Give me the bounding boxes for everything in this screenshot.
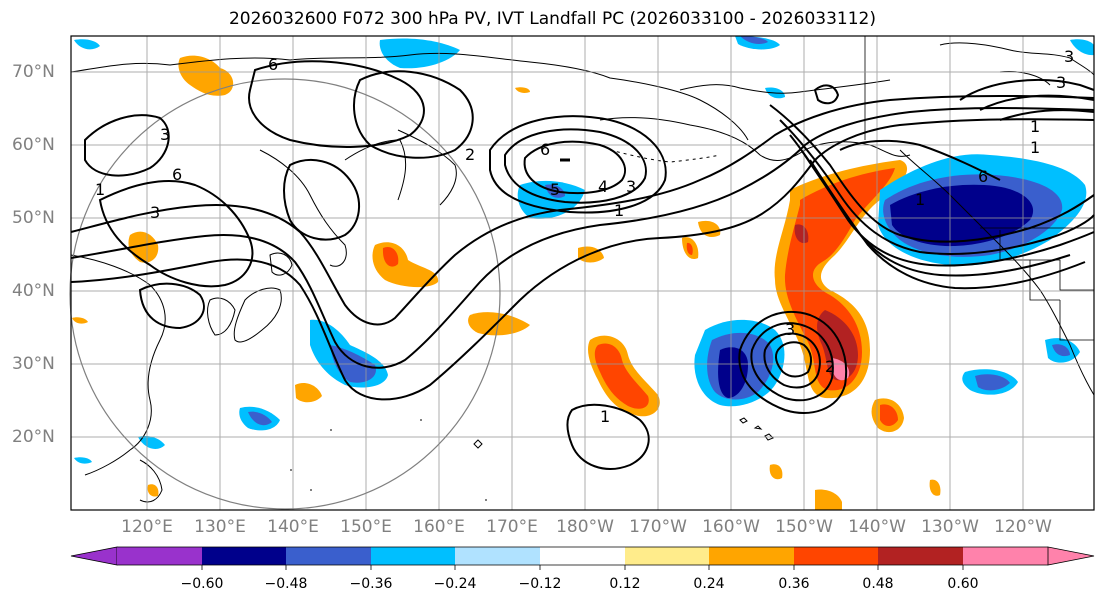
colorbar-tick-label: −0.24 [433,576,477,592]
lon-label: 140°E [267,517,319,537]
colorbar-tick-label: −0.60 [180,576,224,592]
contour-label: 3 [1064,47,1074,66]
lon-label: 160°W [702,517,760,537]
colorbar-tick-label: −0.12 [518,576,562,592]
contour-labels: 3 6 3 1 6 5 4 3 1 6 1 3 1 6 2 3 1 1 3 2 [95,47,1074,426]
contour-label: 2 [465,145,475,164]
lat-label-30n: 30°N [12,354,55,374]
lon-label: 120°W [994,517,1052,537]
contour-label: 1 [95,180,105,199]
contour-label: 3 [785,320,795,339]
contour-label: 1 [614,201,624,220]
contour-label: 3 [150,203,160,222]
contour-label: 6 [978,167,988,186]
colorbar-tick-label: 0.36 [778,576,810,592]
colorbar-tick-label: −0.48 [264,576,308,592]
graticule [71,36,1094,510]
lon-label: 160°E [413,517,465,537]
pv-contours [70,60,1095,470]
lon-label: 140°W [848,517,906,537]
contour-label: 1 [1030,138,1040,157]
range-circle [69,78,501,510]
contour-label: 6 [172,165,182,184]
contour-label: 4 [598,177,608,196]
contour-label: 2 [825,357,835,376]
colorbar-tick-label: 0.60 [947,576,979,592]
colorbar-tick-label: 0.12 [609,576,641,592]
lon-label: 130°W [921,517,979,537]
lon-label: 170°W [629,517,687,537]
colorbar-tick-label: 0.24 [693,576,725,592]
contour-label: 1 [915,190,925,209]
contour-label: 6 [540,140,550,159]
lat-label-70n: 70°N [12,62,55,82]
contour-label: 3 [160,125,170,144]
lon-label: 180°W [556,517,614,537]
colorbar-tick-label: −0.36 [349,576,393,592]
lon-label: 120°E [121,517,173,537]
lon-label: 150°E [340,517,392,537]
contour-label: 1 [1030,117,1040,136]
colorbar [70,546,1095,570]
contour-label: 5 [550,180,560,199]
map-title: 2026032600 F072 300 hPa PV, IVT Landfall… [228,9,876,29]
colorbar-tick-label: 0.48 [862,576,894,592]
lon-label: 130°E [194,517,246,537]
lon-label: 170°E [486,517,538,537]
lat-label-50n: 50°N [12,208,55,228]
lat-label-60n: 60°N [12,135,55,155]
contour-label: 6 [268,55,278,74]
contour-label: 3 [1056,73,1066,92]
lon-label: 150°W [775,517,833,537]
contour-label: 1 [600,407,610,426]
contour-label: 3 [626,177,636,196]
lat-label-20n: 20°N [12,427,55,447]
lat-label-40n: 40°N [12,281,55,301]
